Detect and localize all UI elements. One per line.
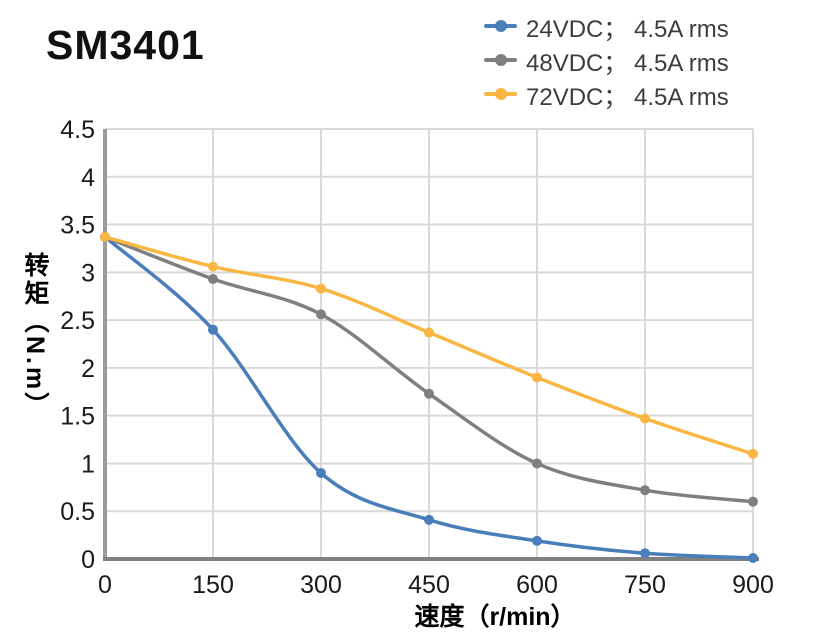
x-tick-label: 600 [516,571,558,599]
legend-item-72vdc: 72VDC； 4.5A rms [484,77,729,111]
data-point-marker-2 [100,231,110,242]
data-point-marker-2 [208,261,218,272]
y-tick-label: 4.5 [60,116,95,144]
y-tick-label: 0 [81,546,95,574]
data-point-marker-0 [316,468,326,478]
data-point-marker-2 [640,413,650,424]
x-tick-label: 300 [300,571,342,599]
y-tick-label: 2.5 [60,307,95,335]
data-point-marker-0 [208,324,218,335]
data-point-marker-0 [640,548,650,559]
x-tick-label: 900 [732,571,774,599]
data-point-marker-1 [316,309,326,320]
y-tick-label: 3.5 [60,212,95,240]
data-point-marker-2 [316,283,326,294]
x-tick-label: 150 [192,571,234,599]
y-tick-label: 3 [81,259,95,287]
data-point-marker-1 [640,485,650,496]
x-tick-label: 450 [408,571,450,599]
y-axis-title: 转矩（N.m） [21,252,49,421]
series-line-marker-icon [484,88,517,100]
legend: 24VDC； 4.5A rms 48VDC； 4.5A rms 72VDC； 4… [484,9,729,111]
x-tick-label: 750 [624,571,666,599]
x-tick-label: 0 [98,571,112,599]
data-point-marker-2 [532,372,542,383]
data-point-marker-2 [424,327,434,338]
page-title: SM3401 [46,22,205,68]
data-point-marker-0 [748,553,758,563]
x-axis-title: 速度（r/min） [414,603,576,631]
legend-label: 48VDC； 4.5A rms [526,49,729,77]
legend-label: 24VDC； 4.5A rms [526,15,729,43]
data-point-marker-2 [748,448,758,459]
data-point-marker-0 [424,514,434,525]
y-tick-label: 1.5 [60,403,95,431]
series-line-marker-icon [484,54,517,66]
y-tick-label: 4 [81,164,95,192]
legend-label: 72VDC； 4.5A rms [526,83,729,111]
legend-item-24vdc: 24VDC； 4.5A rms [484,9,729,43]
y-tick-label: 2 [81,355,95,383]
y-tick-label: 1 [81,450,95,478]
data-point-marker-1 [208,274,218,285]
data-point-marker-1 [532,458,542,469]
y-tick-label: 0.5 [60,498,95,526]
data-point-marker-0 [532,535,542,546]
series-line-marker-icon [484,20,517,32]
data-point-marker-1 [748,496,758,507]
legend-item-48vdc: 48VDC； 4.5A rms [484,43,729,77]
data-point-marker-1 [424,388,434,399]
